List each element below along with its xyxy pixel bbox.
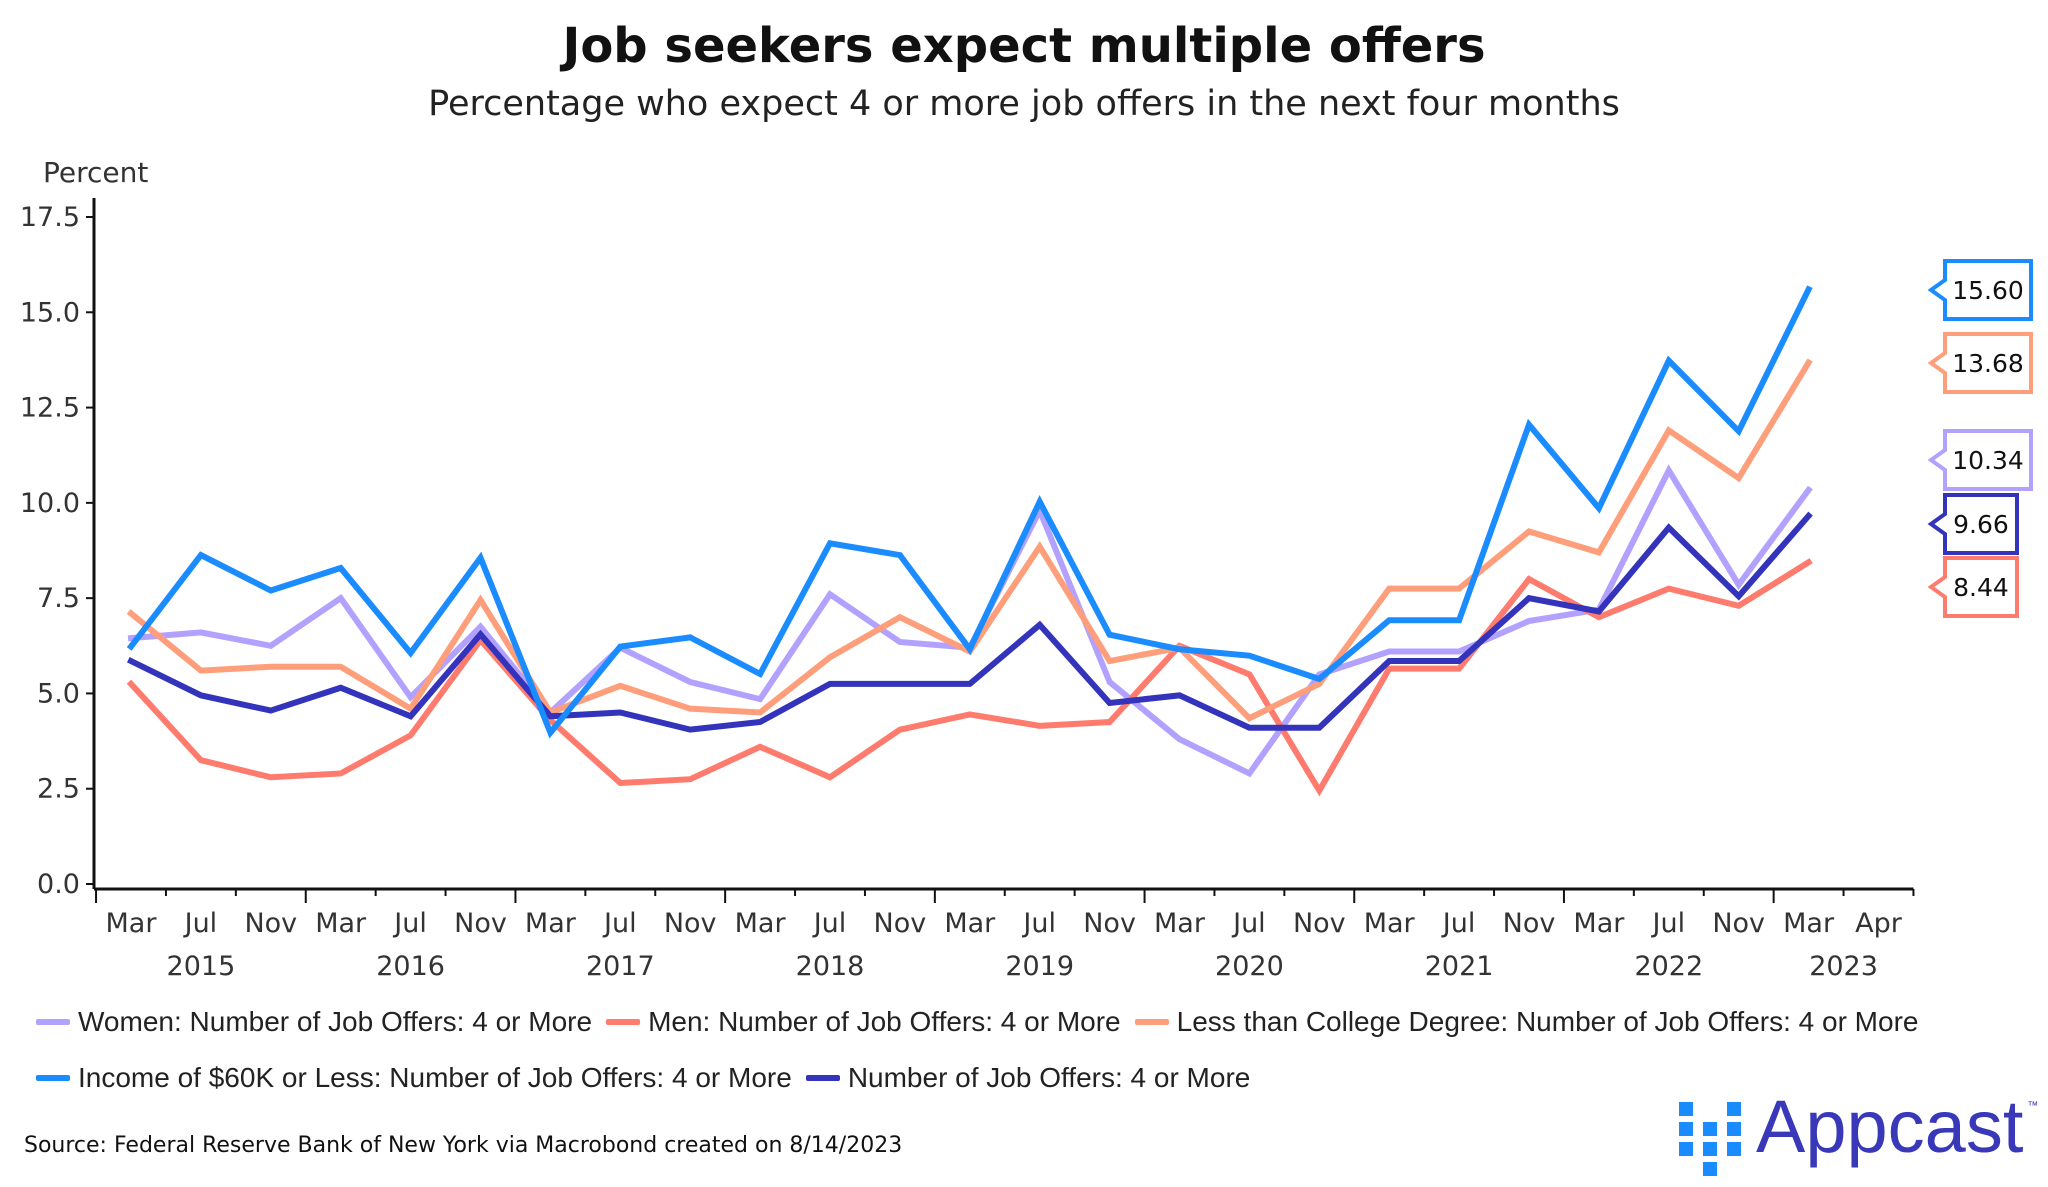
x-month-label: Nov xyxy=(454,908,507,939)
logo-mark-square xyxy=(1703,1142,1717,1156)
y-axis-label: Percent xyxy=(43,156,148,189)
x-month-label: Nov xyxy=(1293,908,1346,939)
appcast-logo: Appcast ™ xyxy=(1676,1085,2042,1176)
legend-item: Income of $60K or Less: Number of Job Of… xyxy=(36,1060,792,1096)
logo-mark-square xyxy=(1679,1102,1693,1116)
legend-label: Less than College Degree: Number of Job … xyxy=(1176,1006,1919,1037)
x-month-label: Nov xyxy=(1503,908,1556,939)
logo-mark-square xyxy=(1703,1162,1717,1176)
x-month-label: Apr xyxy=(1855,908,1903,939)
logo-mark-square xyxy=(1703,1122,1717,1136)
x-month-label: Nov xyxy=(664,908,717,939)
x-month-label: Nov xyxy=(874,908,927,939)
value-label: 15.60 xyxy=(1952,276,2024,305)
logo-text: Appcast xyxy=(1756,1085,2024,1168)
x-month-label: Jul xyxy=(812,908,847,939)
x-month-label: Nov xyxy=(244,908,297,939)
y-tick-label: 10.0 xyxy=(20,488,80,519)
x-year-label: 2023 xyxy=(1809,951,1878,982)
value-label: 9.66 xyxy=(1953,510,2009,539)
x-month-label: Nov xyxy=(1712,908,1765,939)
value-callout xyxy=(1927,429,2033,491)
x-month-label: Jul xyxy=(392,908,427,939)
legend-label: Women: Number of Job Offers: 4 or More xyxy=(78,1006,593,1037)
y-tick-label: 12.5 xyxy=(20,393,80,424)
legend-label: Income of $60K or Less: Number of Job Of… xyxy=(78,1062,792,1093)
value-callout xyxy=(1927,493,2019,555)
legend-swatch xyxy=(36,1075,70,1081)
source-note: Source: Federal Reserve Bank of New York… xyxy=(24,1133,903,1158)
x-month-label: Mar xyxy=(944,908,996,939)
x-month-label: Mar xyxy=(1783,908,1835,939)
x-month-label: Jul xyxy=(1021,908,1056,939)
chart-subtitle: Percentage who expect 4 or more job offe… xyxy=(428,84,1620,124)
legend-swatch xyxy=(606,1019,641,1025)
x-month-label: Mar xyxy=(1154,908,1206,939)
legend: Women: Number of Job Offers: 4 or More M… xyxy=(36,1004,2036,1096)
legend-label: Number of Job Offers: 4 or More xyxy=(847,1062,1251,1093)
x-month-label: Mar xyxy=(1364,908,1416,939)
logo-mark-square xyxy=(1679,1142,1693,1156)
y-tick-label: 0.0 xyxy=(37,869,80,900)
x-year-label: 2015 xyxy=(167,951,236,982)
x-month-label: Nov xyxy=(1083,908,1136,939)
line-chart: Percent 0.0 2.5 5.0 7.5 10.0 12.5 15.0 17.5 Mar Ju… xyxy=(20,156,2033,982)
value-callout xyxy=(1927,259,2033,321)
legend-item: Women: Number of Job Offers: 4 or More xyxy=(36,1004,592,1040)
x-month-label: Jul xyxy=(602,908,637,939)
value-label: 10.34 xyxy=(1952,446,2024,475)
x-year-label: 2021 xyxy=(1425,951,1494,982)
x-month-label: Mar xyxy=(106,908,158,939)
legend-item: Men: Number of Job Offers: 4 or More xyxy=(606,1004,1121,1040)
x-month-label: Jul xyxy=(1231,908,1266,939)
logo-mark-square xyxy=(1727,1142,1741,1156)
value-callout xyxy=(1927,556,2019,618)
logo-trademark: ™ xyxy=(2027,1100,2039,1112)
x-year-label: 2016 xyxy=(376,951,445,982)
x-month-label: Jul xyxy=(1441,908,1476,939)
value-label: 8.44 xyxy=(1953,573,2009,602)
x-year-label: 2022 xyxy=(1634,951,1703,982)
x-month-label: Mar xyxy=(525,908,577,939)
x-month-label: Mar xyxy=(735,908,787,939)
y-tick-label: 15.0 xyxy=(20,297,80,328)
series-line xyxy=(126,511,1813,733)
value-label: 13.68 xyxy=(1952,349,2024,378)
y-tick-label: 17.5 xyxy=(20,202,80,233)
logo-mark-square xyxy=(1679,1122,1693,1136)
value-callout xyxy=(1927,332,2033,394)
logo-mark-square xyxy=(1727,1102,1741,1116)
x-year-label: 2019 xyxy=(1005,951,1074,982)
logo-mark-square xyxy=(1727,1122,1741,1136)
x-month-label: Mar xyxy=(1573,908,1625,939)
x-month-label: Jul xyxy=(183,908,218,939)
legend-swatch xyxy=(805,1075,840,1081)
x-month-label: Jul xyxy=(1651,908,1686,939)
x-year-label: 2020 xyxy=(1215,951,1284,982)
x-month-label: Mar xyxy=(315,908,367,939)
legend-swatch xyxy=(36,1019,70,1025)
chart-title: Job seekers expect multiple offers xyxy=(562,18,1486,74)
legend-item: Less than College Degree: Number of Job … xyxy=(1134,1004,1919,1040)
y-tick-label: 5.0 xyxy=(37,678,80,709)
y-tick-label: 2.5 xyxy=(37,774,80,805)
x-year-label: 2018 xyxy=(796,951,865,982)
legend-label: Men: Number of Job Offers: 4 or More xyxy=(648,1006,1121,1037)
y-tick-label: 7.5 xyxy=(37,583,80,614)
legend-item: Number of Job Offers: 4 or More xyxy=(805,1060,1251,1096)
series-line xyxy=(126,558,1813,797)
legend-swatch xyxy=(1134,1019,1169,1025)
series-line xyxy=(126,358,1813,722)
x-year-label: 2017 xyxy=(586,951,655,982)
series-line xyxy=(126,285,1813,739)
